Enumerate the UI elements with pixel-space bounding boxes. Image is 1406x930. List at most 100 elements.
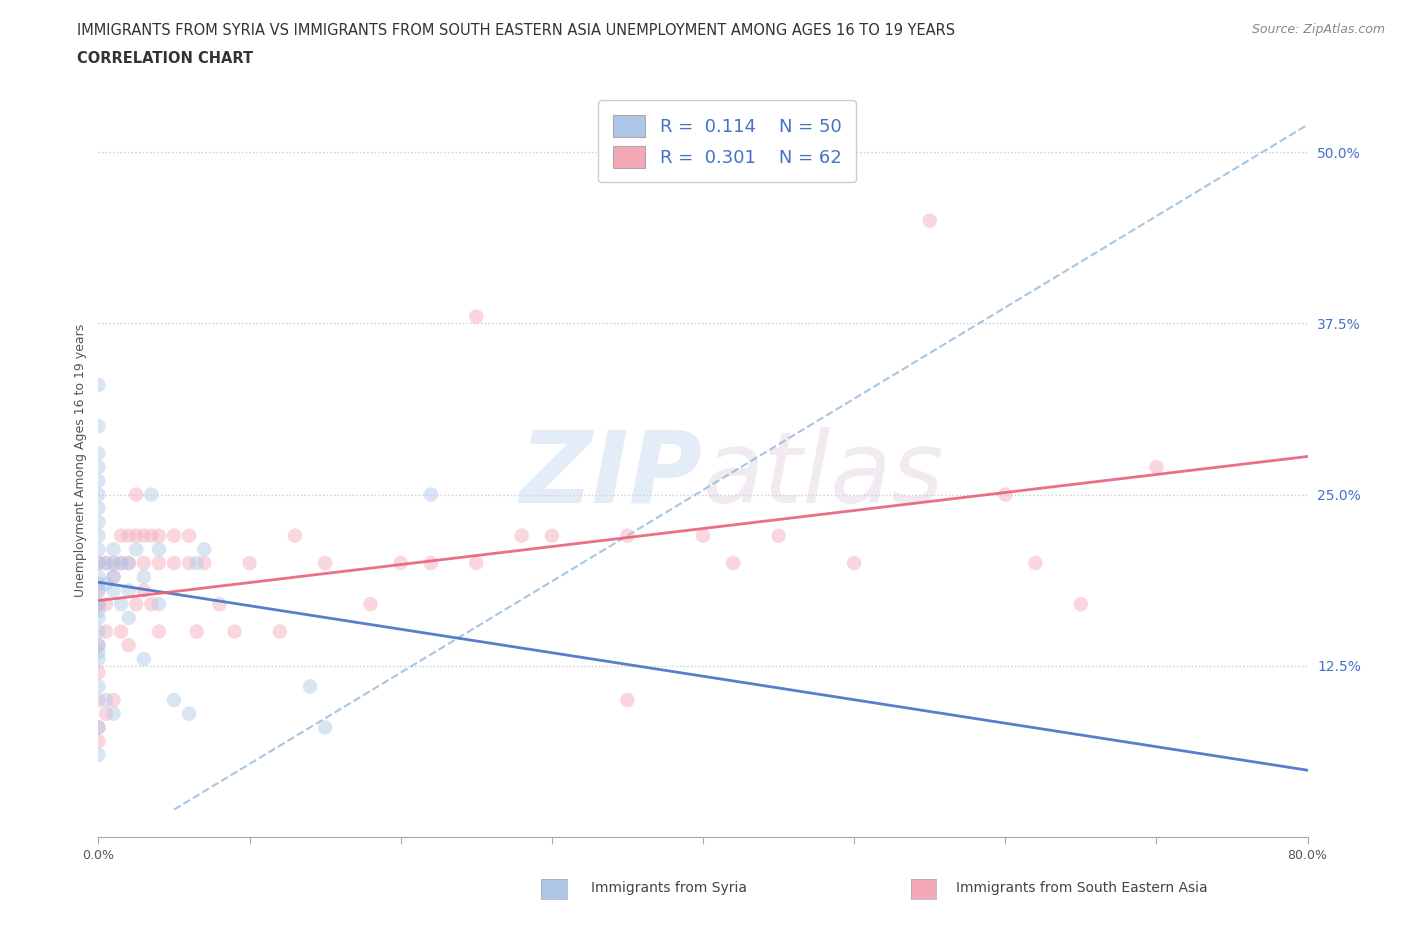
Point bbox=[110, 555, 132, 570]
Point bbox=[132, 652, 155, 667]
Point bbox=[1024, 555, 1046, 570]
Point bbox=[87, 748, 110, 763]
Point bbox=[132, 569, 155, 584]
Point bbox=[118, 610, 141, 625]
Point bbox=[110, 555, 132, 570]
Point bbox=[87, 514, 110, 529]
Point bbox=[103, 569, 125, 584]
Text: Immigrants from South Eastern Asia: Immigrants from South Eastern Asia bbox=[956, 881, 1208, 896]
Point bbox=[284, 528, 307, 543]
Point bbox=[103, 693, 125, 708]
Point bbox=[768, 528, 790, 543]
Point bbox=[94, 597, 117, 612]
Point bbox=[186, 624, 208, 639]
Point bbox=[179, 706, 201, 721]
Point bbox=[87, 418, 110, 433]
Point bbox=[118, 528, 141, 543]
Point bbox=[110, 528, 132, 543]
Point bbox=[132, 583, 155, 598]
Point bbox=[132, 555, 155, 570]
Text: ZIP: ZIP bbox=[520, 427, 703, 524]
Point bbox=[87, 542, 110, 557]
Point bbox=[87, 597, 110, 612]
Point bbox=[510, 528, 533, 543]
Text: Source: ZipAtlas.com: Source: ZipAtlas.com bbox=[1251, 23, 1385, 36]
Point bbox=[918, 213, 941, 228]
Point bbox=[420, 487, 443, 502]
Point bbox=[125, 487, 148, 502]
Point bbox=[269, 624, 291, 639]
Point bbox=[193, 542, 215, 557]
Point bbox=[125, 542, 148, 557]
Point bbox=[163, 693, 186, 708]
Point bbox=[87, 644, 110, 659]
Point bbox=[141, 528, 163, 543]
Point bbox=[692, 528, 714, 543]
Point bbox=[87, 679, 110, 694]
Point bbox=[118, 555, 141, 570]
Point bbox=[103, 583, 125, 598]
Point bbox=[148, 528, 170, 543]
Point bbox=[208, 597, 231, 612]
Point bbox=[110, 624, 132, 639]
Point bbox=[103, 569, 125, 584]
Point bbox=[239, 555, 262, 570]
Text: atlas: atlas bbox=[703, 427, 945, 524]
Point bbox=[118, 638, 141, 653]
Point bbox=[87, 638, 110, 653]
Point bbox=[87, 555, 110, 570]
Point bbox=[87, 665, 110, 680]
Point bbox=[110, 597, 132, 612]
Point bbox=[179, 555, 201, 570]
Point bbox=[87, 487, 110, 502]
Point bbox=[193, 555, 215, 570]
Point bbox=[87, 583, 110, 598]
Point bbox=[465, 309, 488, 324]
Point bbox=[103, 555, 125, 570]
Point bbox=[132, 528, 155, 543]
Point bbox=[723, 555, 745, 570]
Point bbox=[87, 597, 110, 612]
Point bbox=[148, 597, 170, 612]
Point bbox=[94, 577, 117, 591]
Point bbox=[87, 577, 110, 591]
Text: IMMIGRANTS FROM SYRIA VS IMMIGRANTS FROM SOUTH EASTERN ASIA UNEMPLOYMENT AMONG A: IMMIGRANTS FROM SYRIA VS IMMIGRANTS FROM… bbox=[77, 23, 956, 38]
Point bbox=[224, 624, 246, 639]
Point bbox=[94, 693, 117, 708]
Point bbox=[844, 555, 866, 570]
Point bbox=[103, 542, 125, 557]
Point bbox=[389, 555, 412, 570]
Point bbox=[87, 604, 110, 618]
Point bbox=[179, 528, 201, 543]
Point bbox=[87, 624, 110, 639]
Point bbox=[616, 528, 638, 543]
Point bbox=[94, 706, 117, 721]
Point bbox=[118, 583, 141, 598]
Point bbox=[87, 720, 110, 735]
Point bbox=[148, 624, 170, 639]
Point bbox=[87, 569, 110, 584]
Point bbox=[87, 446, 110, 461]
Point bbox=[87, 459, 110, 474]
Point bbox=[87, 528, 110, 543]
Point bbox=[163, 555, 186, 570]
Point bbox=[163, 528, 186, 543]
Point bbox=[1144, 459, 1167, 474]
Point bbox=[87, 473, 110, 488]
Point bbox=[465, 555, 488, 570]
Point bbox=[299, 679, 322, 694]
Point bbox=[125, 528, 148, 543]
Text: CORRELATION CHART: CORRELATION CHART bbox=[77, 51, 253, 66]
Point bbox=[87, 638, 110, 653]
Point bbox=[118, 555, 141, 570]
Point bbox=[360, 597, 382, 612]
Point bbox=[420, 555, 443, 570]
Text: Immigrants from Syria: Immigrants from Syria bbox=[591, 881, 747, 896]
Point bbox=[103, 706, 125, 721]
Legend: R =  0.114    N = 50, R =  0.301    N = 62: R = 0.114 N = 50, R = 0.301 N = 62 bbox=[599, 100, 856, 182]
Point bbox=[314, 720, 336, 735]
Point bbox=[186, 555, 208, 570]
Point bbox=[87, 610, 110, 625]
Point bbox=[540, 528, 562, 543]
Point bbox=[94, 624, 117, 639]
